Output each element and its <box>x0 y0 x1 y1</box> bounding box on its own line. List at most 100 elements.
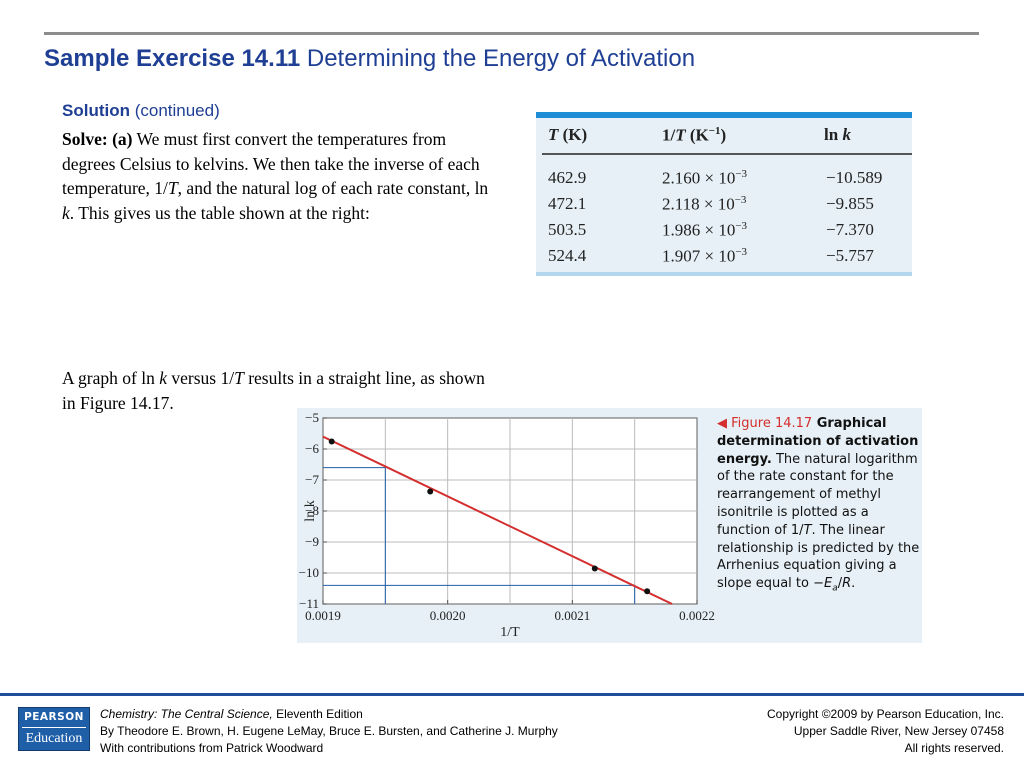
caption-var-T: T <box>803 522 812 538</box>
y-tick-label: −10 <box>299 565 319 580</box>
y-tick-label: −11 <box>299 596 319 611</box>
footer-copyright: Copyright ©2009 by Pearson Education, In… <box>767 706 1004 757</box>
cell-ln-k: −10.589 <box>826 168 883 187</box>
footer-rights: All rights reserved. <box>904 741 1004 755</box>
cell-inverse-mantissa: 1.907 × 10 <box>662 246 736 266</box>
solve-lead: Solve: (a) <box>62 129 133 149</box>
graph-var-k: k <box>159 368 167 388</box>
cell-inverse-exponent: −3 <box>735 246 748 258</box>
footer-book: Chemistry: The Central Science, Eleventh… <box>100 706 558 723</box>
y-tick-label: −7 <box>305 472 319 487</box>
cell-ln-k: −9.855 <box>826 194 874 213</box>
slide-title: Sample Exercise 14.11 Determining the En… <box>44 45 695 73</box>
logo-top-text: PEARSON <box>24 711 84 723</box>
footer-authors: By Theodore E. Brown, H. Eugene LeMay, B… <box>100 724 558 738</box>
cell-temperature: 503.5 <box>548 220 587 239</box>
cell-temperature: 524.4 <box>548 246 587 265</box>
graph-text-2: versus 1/ <box>167 368 235 388</box>
cell-inverse-exponent: −3 <box>734 194 747 206</box>
x-tick-label: 0.0021 <box>554 608 590 623</box>
table-header-T: T (K) <box>548 125 587 145</box>
caption-text-4: . <box>851 576 856 592</box>
x-tick-label: 0.0022 <box>679 608 715 623</box>
logo-bottom-text: Education <box>25 731 83 746</box>
solve-text-1: We must first convert the temperatures f… <box>62 129 480 198</box>
cell-inverse-mantissa: 2.160 × 10 <box>662 168 736 188</box>
x-axis-label: 1/T <box>500 625 520 640</box>
header-invT-unit: (K <box>685 125 709 145</box>
figure-number: ◀ Figure 14.17 <box>717 416 813 431</box>
header-lnk-pre: ln <box>824 125 843 144</box>
cell-inverse-exponent: −3 <box>735 168 748 180</box>
solve-var-k: k <box>62 202 70 223</box>
footer-contributions: With contributions from Patrick Woodward <box>100 741 324 755</box>
table-top-bar <box>536 112 912 118</box>
footer-copyright-line: Copyright ©2009 by Pearson Education, In… <box>767 707 1004 721</box>
footer-rule <box>0 693 1024 696</box>
caption-bold: Graphical determination of activation en… <box>717 416 919 467</box>
solution-suffix: (continued) <box>129 101 220 120</box>
header-invT-var: T <box>675 125 686 145</box>
top-rule <box>44 32 979 35</box>
cell-inverse-temperature: 2.160 × 10−3 <box>662 168 747 189</box>
y-tick-label: −5 <box>305 410 319 425</box>
cell-inverse-temperature: 1.986 × 10−3 <box>662 220 747 241</box>
footer-address: Upper Saddle River, New Jersey 07458 <box>793 724 1004 738</box>
cell-ln-k: −7.370 <box>826 220 874 239</box>
solve-text-3: . This gives us the table shown at the r… <box>69 202 370 223</box>
solve-paragraph: Solve: (a) We must first convert the tem… <box>62 127 492 225</box>
table-header-rule <box>542 153 912 155</box>
header-T-var: T <box>548 125 559 144</box>
footer-edition: Eleventh Edition <box>272 707 363 721</box>
caption-var-Ea-sub: a <box>832 583 838 594</box>
data-point <box>427 488 434 495</box>
solve-text-2: , and the natural log of each rate const… <box>177 178 489 198</box>
header-invT-pre: 1/ <box>662 125 676 145</box>
graph-var-T: T <box>234 368 244 388</box>
footer-book-title: Chemistry: The Central Science, <box>100 707 273 721</box>
x-tick-label: 0.0019 <box>305 608 341 623</box>
cell-ln-k: −5.757 <box>826 246 874 265</box>
caption-var-R: R <box>842 576 852 592</box>
header-T-unit: (K) <box>558 125 588 144</box>
table-header-invT: 1/T (K−1) <box>662 125 726 146</box>
header-lnk-var: k <box>842 125 851 144</box>
caption-text-2: . The linear relationship is predicted b… <box>717 522 920 592</box>
exercise-title: Determining the Energy of Activation <box>300 45 696 72</box>
table-header-lnk: ln k <box>824 125 851 145</box>
table-bottom-bar <box>536 272 912 276</box>
x-tick-label: 0.0020 <box>430 608 466 623</box>
cell-inverse-temperature: 2.118 × 10−3 <box>662 194 746 215</box>
solution-heading: Solution (continued) <box>62 101 220 121</box>
graph-text-3: results in a straight line, as shown in … <box>62 368 485 413</box>
arrhenius-plot: 0.0019 0.0020 0.0021 0.0022 −5 −6 −7 −8 −9 −10 −11… <box>299 410 715 640</box>
y-tick-label: −8 <box>305 503 319 518</box>
cell-temperature: 472.1 <box>548 194 587 213</box>
pearson-logo: PEARSON Education <box>18 707 90 751</box>
caption-var-Ea: E <box>824 576 833 592</box>
cell-temperature: 462.9 <box>548 168 587 187</box>
cell-inverse-exponent: −3 <box>735 220 748 232</box>
exercise-number: Sample Exercise 14.11 <box>44 45 301 72</box>
caption-text-3: / <box>837 576 843 592</box>
header-invT-close: ) <box>720 125 727 145</box>
solution-label: Solution <box>62 101 130 120</box>
header-invT-sup: −1 <box>708 125 721 137</box>
caption-text-1: The natural logarithm of the rate consta… <box>717 451 918 538</box>
logo-divider <box>22 727 86 728</box>
y-tick-label: −9 <box>305 534 319 549</box>
data-point <box>328 438 335 445</box>
y-axis-label: ln k <box>303 500 318 521</box>
graph-text-1: A graph of ln <box>62 368 160 388</box>
footer-citation: Chemistry: The Central Science, Eleventh… <box>100 706 558 757</box>
data-point <box>591 565 598 572</box>
graph-paragraph: A graph of ln k versus 1/T results in a … <box>62 366 502 415</box>
figure-caption: ◀ Figure 14.17 Graphical determination o… <box>717 415 922 599</box>
cell-inverse-temperature: 1.907 × 10−3 <box>662 246 747 267</box>
data-point <box>644 588 651 595</box>
solve-var-T: T <box>167 178 178 198</box>
figure-panel: 0.0019 0.0020 0.0021 0.0022 −5 −6 −7 −8 −9 −10 −11… <box>297 408 922 643</box>
fit-line <box>322 435 673 605</box>
y-tick-label: −6 <box>305 441 319 456</box>
cell-inverse-mantissa: 1.986 × 10 <box>662 220 736 240</box>
